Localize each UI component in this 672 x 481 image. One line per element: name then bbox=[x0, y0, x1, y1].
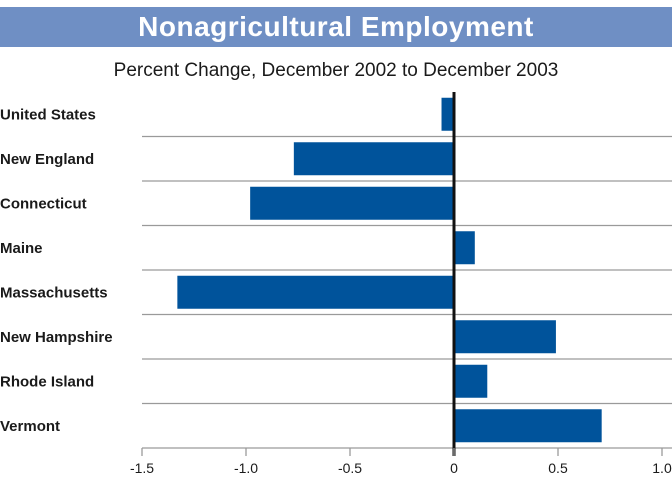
bar-new-england bbox=[293, 142, 454, 176]
title-bar: Nonagricultural Employment bbox=[0, 7, 672, 47]
bar-massachusetts bbox=[177, 275, 455, 309]
x-tick-label: -1.5 bbox=[130, 460, 154, 476]
bar-connecticut bbox=[250, 186, 454, 220]
category-label: New Hampshire bbox=[0, 329, 113, 346]
chart-subtitle: Percent Change, December 2002 to Decembe… bbox=[113, 60, 559, 81]
x-tick-label: -0.5 bbox=[338, 460, 362, 476]
bar-united-states bbox=[441, 97, 454, 131]
category-label: Connecticut bbox=[0, 195, 87, 212]
x-tick-label: 1.0 bbox=[652, 460, 672, 476]
x-tick-label: -1.0 bbox=[234, 460, 258, 476]
category-label: Maine bbox=[0, 240, 43, 257]
category-label: United States bbox=[0, 106, 96, 123]
bar-maine bbox=[454, 231, 475, 265]
chart-title: Nonagricultural Employment bbox=[138, 11, 534, 42]
bar-vermont bbox=[454, 409, 602, 443]
category-label: New England bbox=[0, 151, 94, 168]
category-label: Vermont bbox=[0, 418, 60, 435]
category-label: Rhode Island bbox=[0, 373, 94, 390]
x-tick-label: 0 bbox=[450, 460, 458, 476]
bar-rhode-island bbox=[454, 364, 488, 398]
x-tick-label: 0.5 bbox=[548, 460, 568, 476]
category-label: Massachusetts bbox=[0, 284, 108, 301]
bar-new-hampshire bbox=[454, 320, 556, 354]
